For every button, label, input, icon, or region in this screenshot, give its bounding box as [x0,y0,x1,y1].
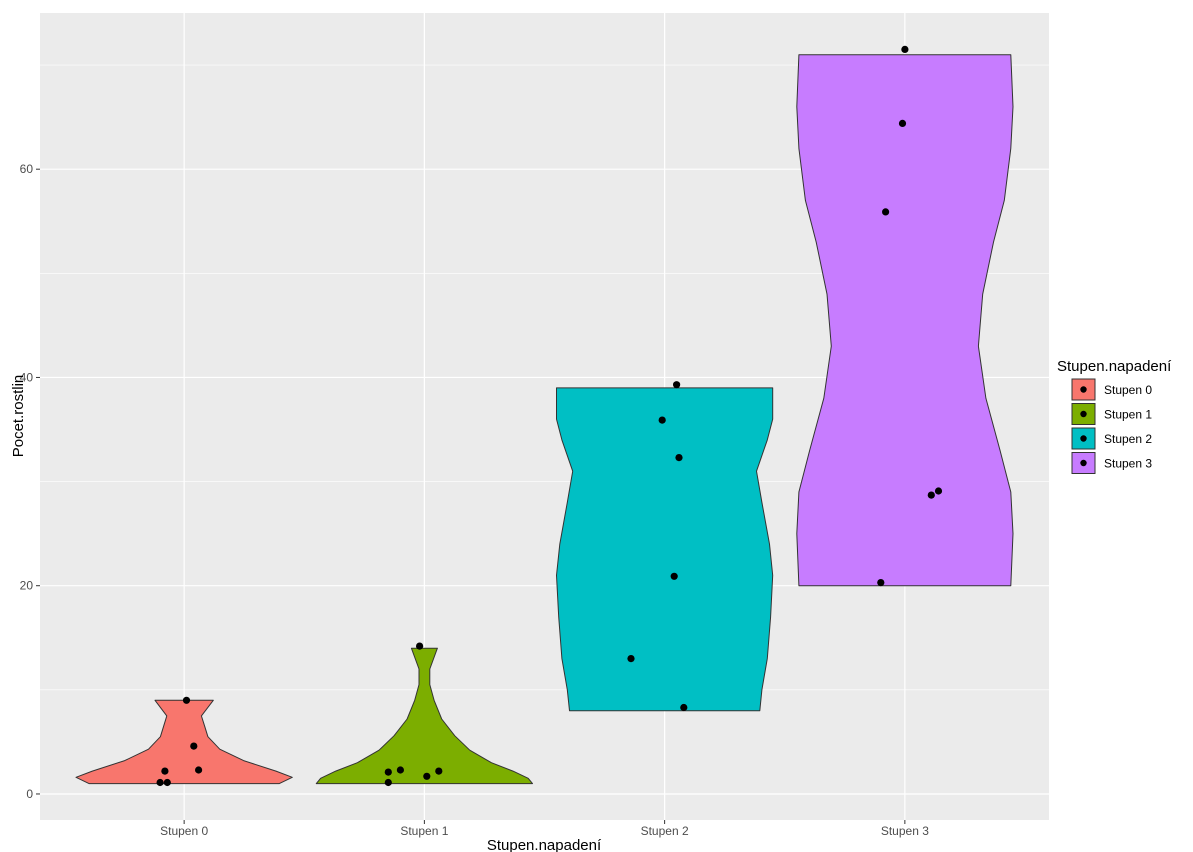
y-tick-label: 20 [20,579,34,593]
data-point [627,655,635,663]
legend-items: Stupen 0 Stupen 1 Stupen 2 Stupen 3 [1071,378,1152,474]
legend-point-icon [1080,435,1087,442]
data-point [934,487,943,495]
y-tick-label: 60 [20,162,34,176]
data-point [435,767,443,775]
x-tick-label: Stupen 3 [881,824,929,838]
data-point [673,381,681,389]
legend-point-icon [1080,459,1087,467]
y-tick-label: 40 [20,370,34,384]
data-point [680,703,688,712]
data-point [161,767,169,775]
data-point [195,766,203,774]
data-point [384,768,392,776]
data-point [190,742,198,750]
legend-label: Stupen 2 [1104,432,1152,446]
data-point [156,778,164,787]
y-axis: 0 20 40 60 [20,162,40,801]
x-tick-label: Stupen 0 [160,824,208,838]
legend-point-icon [1080,410,1087,418]
violin-stupen-1 [315,647,533,785]
data-point [901,45,909,54]
legend-label: Stupen 3 [1104,457,1152,471]
data-points [156,45,943,787]
x-axis: Stupen 0 Stupen 1 Stupen 2 Stupen 3 [160,820,929,838]
violin-stupen-3 [796,54,1014,587]
y-axis-title: Pocet.rostlin [10,375,27,458]
data-point [396,766,404,774]
data-point [927,491,935,499]
legend-label: Stupen 0 [1104,383,1152,397]
legend-title: Stupen.napadení [1057,358,1172,375]
data-point [423,772,431,780]
data-point [898,119,907,127]
x-tick-label: Stupen 2 [641,824,689,838]
data-point [416,642,424,650]
legend-label: Stupen 1 [1104,408,1152,422]
data-point [670,572,678,580]
legend: Stupen.napadení Stupen 0 Stupen 1 Stupen 2… [1057,358,1172,474]
y-tick-label: 0 [26,787,33,801]
data-point [882,208,890,216]
data-point [384,778,392,787]
data-point [675,454,683,462]
x-axis-title: Stupen.napadení [487,837,602,852]
x-tick-label: Stupen 1 [400,824,448,838]
legend-point-icon [1080,386,1087,393]
violins [75,54,1014,785]
data-point [877,579,885,587]
data-point [182,696,191,704]
violin-stupen-2 [556,387,774,712]
violin-stupen-0 [75,699,293,785]
data-point [163,778,171,787]
data-point [658,416,666,424]
